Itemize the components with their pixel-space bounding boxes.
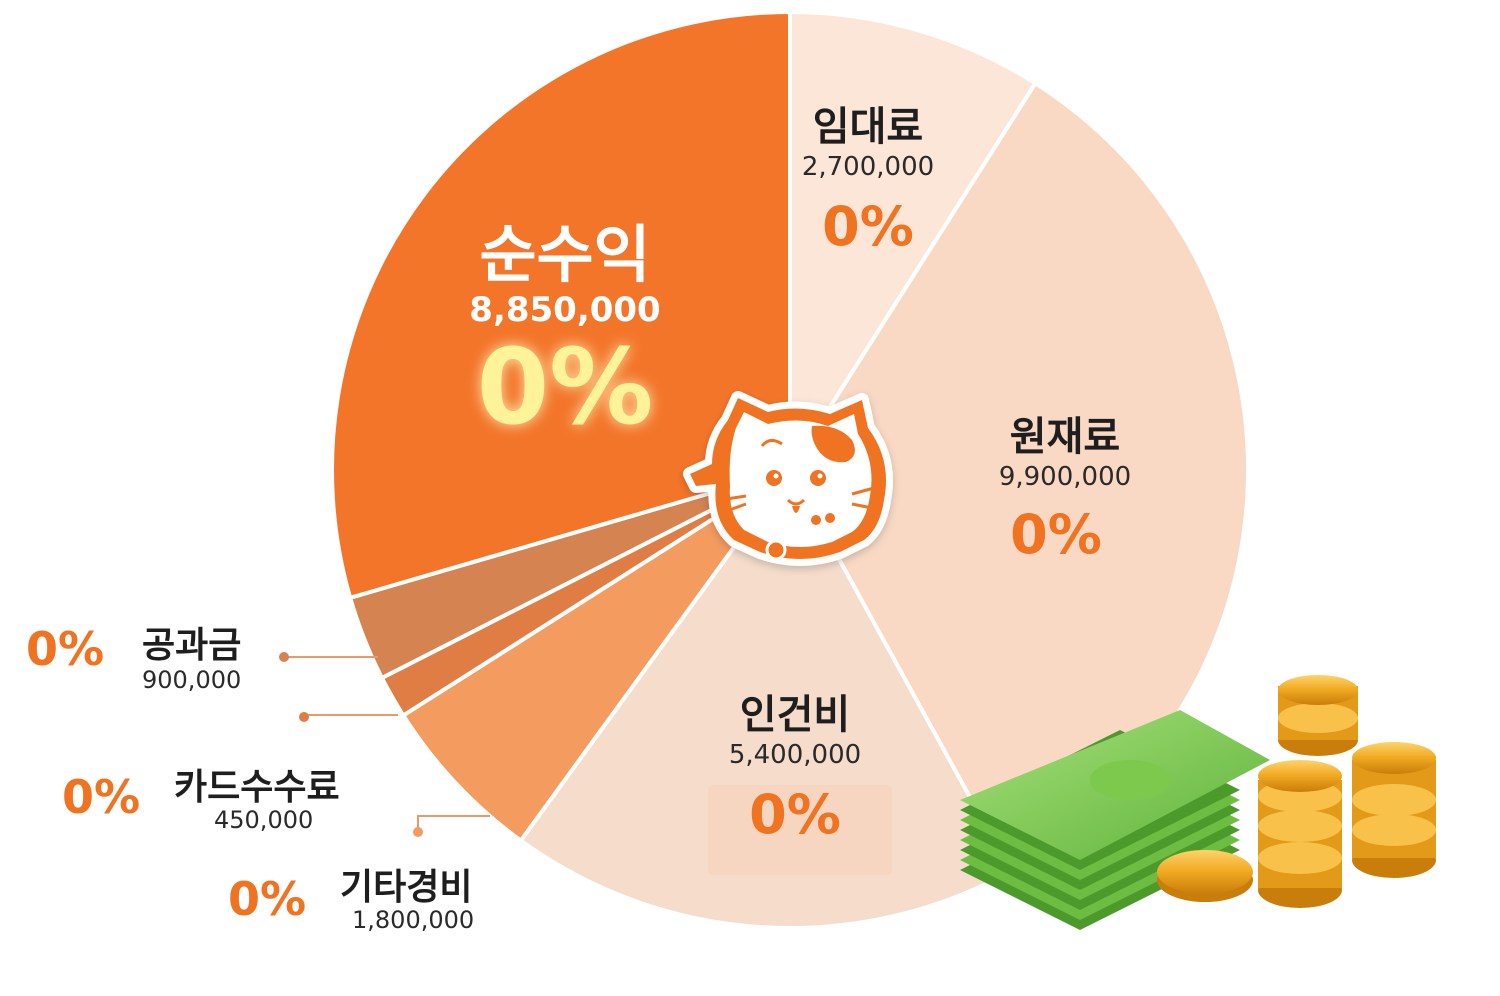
- label-rent: 임대료 2,700,000 0%: [778, 106, 958, 256]
- utilities-percent: 0%: [26, 622, 105, 676]
- labor-amount: 5,400,000: [728, 740, 862, 770]
- pie-slice-etc: [400, 468, 792, 844]
- materials-amount: 9,900,000: [998, 462, 1132, 492]
- labor-percent: 0%: [749, 783, 841, 847]
- leader-dot-card-fee: [299, 712, 309, 722]
- pie-slice-net-profit: [330, 9, 792, 601]
- leader-line-etc: [417, 815, 490, 832]
- rent-amount: 2,700,000: [801, 152, 935, 182]
- label-labor: 인건비 5,400,000 0%: [700, 694, 890, 844]
- labor-name: 인건비: [739, 692, 851, 738]
- label-materials: 원재료 9,900,000 0%: [970, 416, 1160, 564]
- card-fee-amount: 450,000: [214, 806, 314, 834]
- label-net-profit: 순수익 8,850,000 0%: [440, 222, 690, 442]
- net-profit-amount: 8,850,000: [469, 290, 661, 331]
- card-fee-percent: 0%: [62, 770, 141, 824]
- money-stack-coins-icon: [960, 675, 1436, 930]
- cat-mascot-icon: [683, 391, 893, 566]
- rent-percent: 0%: [822, 195, 914, 259]
- labor-pct-highlight: [708, 785, 892, 875]
- utilities-amount: 900,000: [142, 666, 242, 694]
- pie-slice-rent: [788, 9, 1039, 477]
- leader-dot-utilities: [279, 652, 289, 662]
- etc-amount: 1,800,000: [352, 906, 475, 934]
- leader-line-card-fee: [303, 714, 398, 717]
- etc-percent: 0%: [228, 872, 307, 926]
- materials-name: 원재료: [1009, 414, 1121, 460]
- materials-percent: 0%: [1010, 503, 1102, 567]
- card-fee-name: 카드수수료: [174, 767, 340, 808]
- rent-name: 임대료: [812, 104, 924, 150]
- leader-dot-etc: [413, 827, 423, 837]
- leader-lines: [279, 652, 490, 837]
- utilities-name: 공과금: [142, 625, 242, 666]
- etc-name: 기타경비: [340, 867, 473, 908]
- net-profit-name: 순수익: [479, 218, 651, 291]
- net-profit-percent: 0%: [476, 325, 654, 448]
